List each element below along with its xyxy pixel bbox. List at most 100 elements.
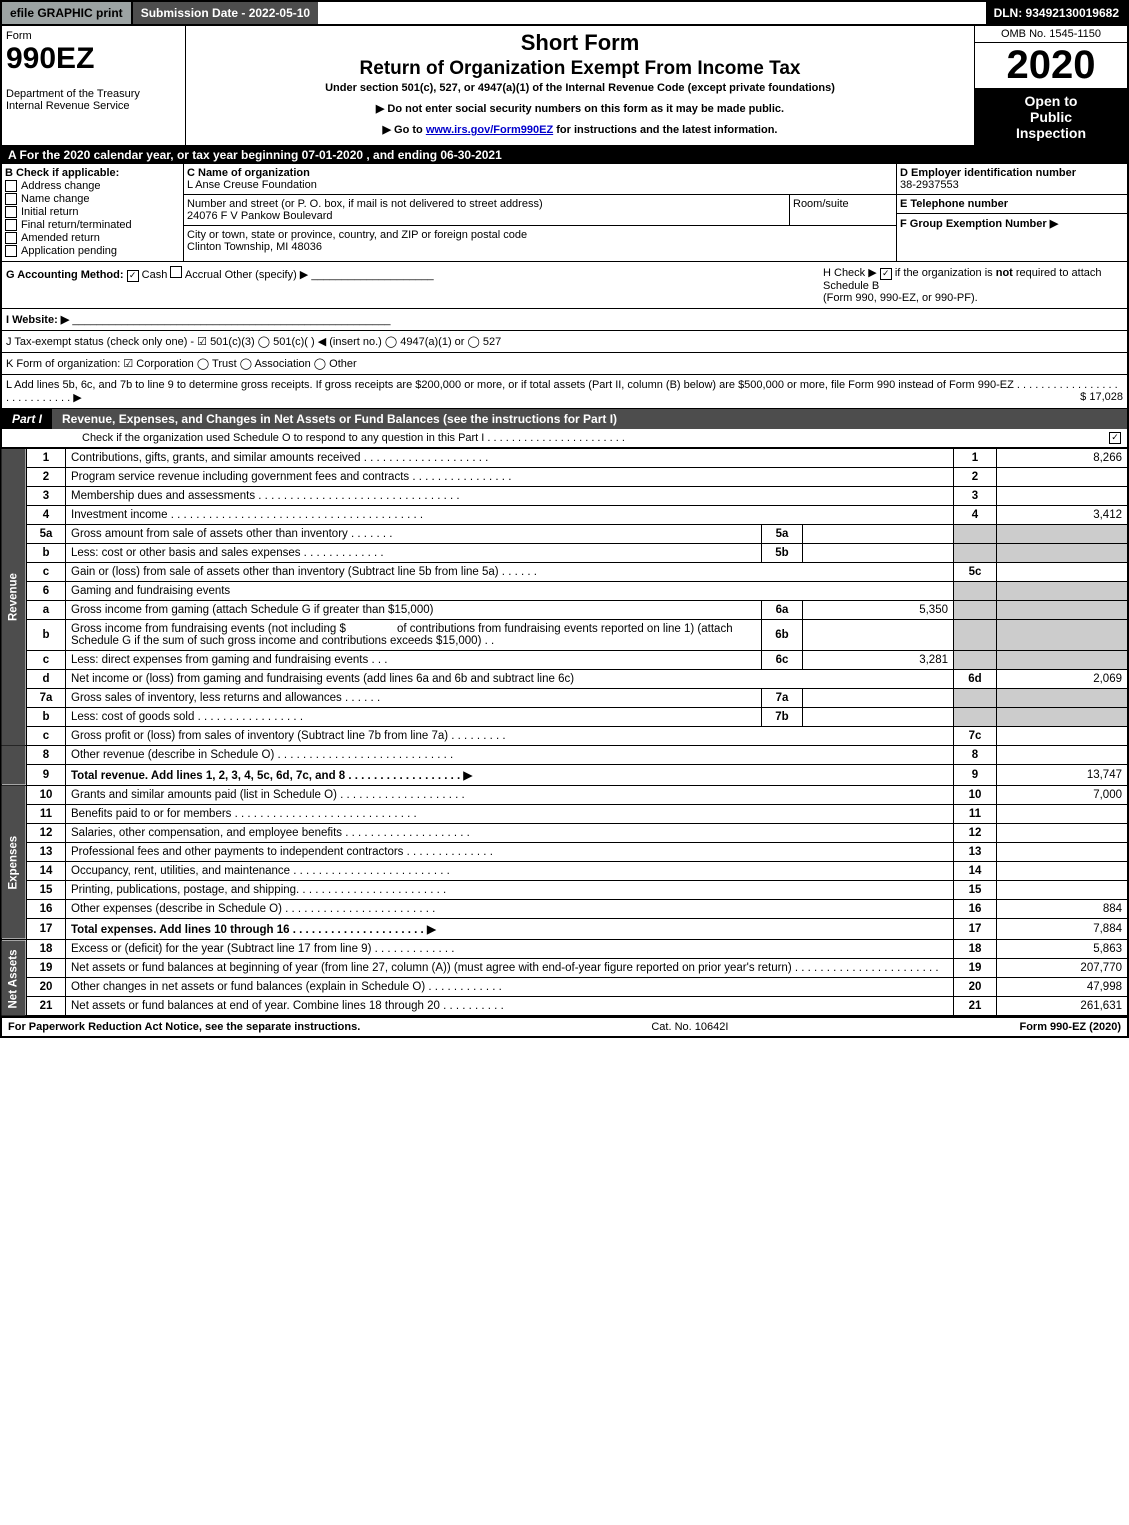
lnum: 13 [27, 843, 66, 862]
other-label: Other (specify) ▶ [225, 269, 309, 281]
ldesc-9: Total revenue. Add lines 1, 2, 3, 4, 5c,… [66, 765, 954, 786]
lnum: d [27, 670, 66, 689]
ldesc: Gross sales of inventory, less returns a… [66, 689, 762, 708]
sublab: 6c [762, 651, 803, 670]
rval: 5,863 [997, 940, 1129, 959]
ldesc: Program service revenue including govern… [66, 468, 954, 487]
lnum: 19 [27, 959, 66, 978]
chk-final-return[interactable]: Final return/terminated [5, 219, 180, 231]
short-form-title: Short Form [190, 30, 970, 56]
lnum: 1 [27, 449, 66, 468]
rval: 261,631 [997, 997, 1129, 1017]
footer-left: For Paperwork Reduction Act Notice, see … [8, 1021, 360, 1033]
ldesc: Printing, publications, postage, and shi… [66, 881, 954, 900]
rval [997, 862, 1129, 881]
row-5c: c Gain or (loss) from sale of assets oth… [1, 563, 1128, 582]
lnum: 11 [27, 805, 66, 824]
city-value: Clinton Township, MI 48036 [187, 241, 893, 253]
ldesc: Net income or (loss) from gaming and fun… [66, 670, 954, 689]
part-1-subcheck: Check if the organization used Schedule … [0, 429, 1129, 448]
lnum: b [27, 620, 66, 651]
rlab: 17 [954, 919, 997, 940]
netassets-table: Net Assets 18 Excess or (deficit) for th… [0, 939, 1129, 1017]
row-13: 13 Professional fees and other payments … [1, 843, 1128, 862]
rlab: 11 [954, 805, 997, 824]
chk-cash[interactable] [127, 270, 139, 282]
ldesc: Benefits paid to or for members . . . . … [66, 805, 954, 824]
lnum: c [27, 651, 66, 670]
rlab: 5c [954, 563, 997, 582]
lnum: 16 [27, 900, 66, 919]
row-21: 21 Net assets or fund balances at end of… [1, 997, 1128, 1017]
line-g-h: G Accounting Method: Cash Accrual Other … [0, 262, 1129, 309]
chk-schedule-b[interactable] [880, 268, 892, 280]
sublab: 7a [762, 689, 803, 708]
rval [997, 563, 1129, 582]
rlab: 1 [954, 449, 997, 468]
section-d: D Employer identification number 38-2937… [897, 164, 1127, 261]
rval [997, 487, 1129, 506]
line-l-text: L Add lines 5b, 6c, and 7b to line 9 to … [6, 379, 1118, 404]
part-1-header: Part I Revenue, Expenses, and Changes in… [0, 409, 1129, 429]
row-12: 12 Salaries, other compensation, and emp… [1, 824, 1128, 843]
footer-right: Form 990-EZ (2020) [1019, 1021, 1121, 1033]
rval-shade [997, 708, 1129, 727]
chk-label: Initial return [21, 206, 78, 218]
ldesc: Less: cost of goods sold . . . . . . . .… [66, 708, 762, 727]
footer-center: Cat. No. 10642I [651, 1021, 728, 1033]
rlab-shade [954, 651, 997, 670]
ein-block: D Employer identification number 38-2937… [897, 164, 1127, 195]
chk-application-pending[interactable]: Application pending [5, 245, 180, 257]
efile-print-button[interactable]: efile GRAPHIC print [2, 2, 133, 24]
row-6b: b Gross income from fundraising events (… [1, 620, 1128, 651]
chk-schedule-o[interactable] [1109, 432, 1121, 444]
row-14: 14 Occupancy, rent, utilities, and maint… [1, 862, 1128, 881]
chk-label: Amended return [21, 232, 100, 244]
sidelabel-netassets: Net Assets [1, 940, 27, 1017]
g-label: G Accounting Method: [6, 269, 124, 281]
row-6a: a Gross income from gaming (attach Sched… [1, 601, 1128, 620]
lnum: 9 [27, 765, 66, 786]
rval: 7,884 [997, 919, 1129, 940]
sidelabel-expenses: Expenses [1, 786, 27, 940]
row-7c: c Gross profit or (loss) from sales of i… [1, 727, 1128, 746]
ldesc: Salaries, other compensation, and employ… [66, 824, 954, 843]
lnum: b [27, 544, 66, 563]
lnum: 14 [27, 862, 66, 881]
h-pre: H Check ▶ [823, 267, 877, 279]
org-name-label: C Name of organization [187, 167, 893, 179]
subcheck-text: Check if the organization used Schedule … [82, 432, 625, 444]
expenses-table: Expenses 10 Grants and similar amounts p… [0, 785, 1129, 939]
ldesc: Other revenue (describe in Schedule O) .… [66, 746, 954, 765]
row-4: 4 Investment income . . . . . . . . . . … [1, 506, 1128, 525]
header-right: OMB No. 1545-1150 2020 Open to Public In… [975, 26, 1127, 145]
chk-accrual[interactable] [170, 266, 182, 278]
chk-address-change[interactable]: Address change [5, 180, 180, 192]
sublab: 5a [762, 525, 803, 544]
return-title: Return of Organization Exempt From Incom… [190, 58, 970, 80]
line-l: L Add lines 5b, 6c, and 7b to line 9 to … [0, 375, 1129, 409]
city-label: City or town, state or province, country… [187, 229, 893, 241]
section-b-title: B Check if applicable: [5, 167, 180, 179]
chk-initial-return[interactable]: Initial return [5, 206, 180, 218]
irs-link[interactable]: www.irs.gov/Form990EZ [426, 124, 553, 136]
ldesc: Less: cost or other basis and sales expe… [66, 544, 762, 563]
subval: 5,350 [803, 601, 954, 620]
rlab-shade [954, 544, 997, 563]
sublab: 6a [762, 601, 803, 620]
row-5b: b Less: cost or other basis and sales ex… [1, 544, 1128, 563]
info-block: B Check if applicable: Address change Na… [0, 164, 1129, 262]
rlab: 21 [954, 997, 997, 1017]
chk-name-change[interactable]: Name change [5, 193, 180, 205]
ldesc-6b: Gross income from fundraising events (no… [66, 620, 762, 651]
row-10: Expenses 10 Grants and similar amounts p… [1, 786, 1128, 805]
form-word: Form [6, 30, 181, 42]
line-g: G Accounting Method: Cash Accrual Other … [6, 266, 434, 304]
ein-label: D Employer identification number [900, 167, 1124, 179]
chk-amended-return[interactable]: Amended return [5, 232, 180, 244]
lnum: 18 [27, 940, 66, 959]
line-a: A For the 2020 calendar year, or tax yea… [0, 146, 1129, 164]
section-b: B Check if applicable: Address change Na… [2, 164, 184, 261]
rval [997, 805, 1129, 824]
submission-date-button[interactable]: Submission Date - 2022-05-10 [133, 2, 318, 24]
